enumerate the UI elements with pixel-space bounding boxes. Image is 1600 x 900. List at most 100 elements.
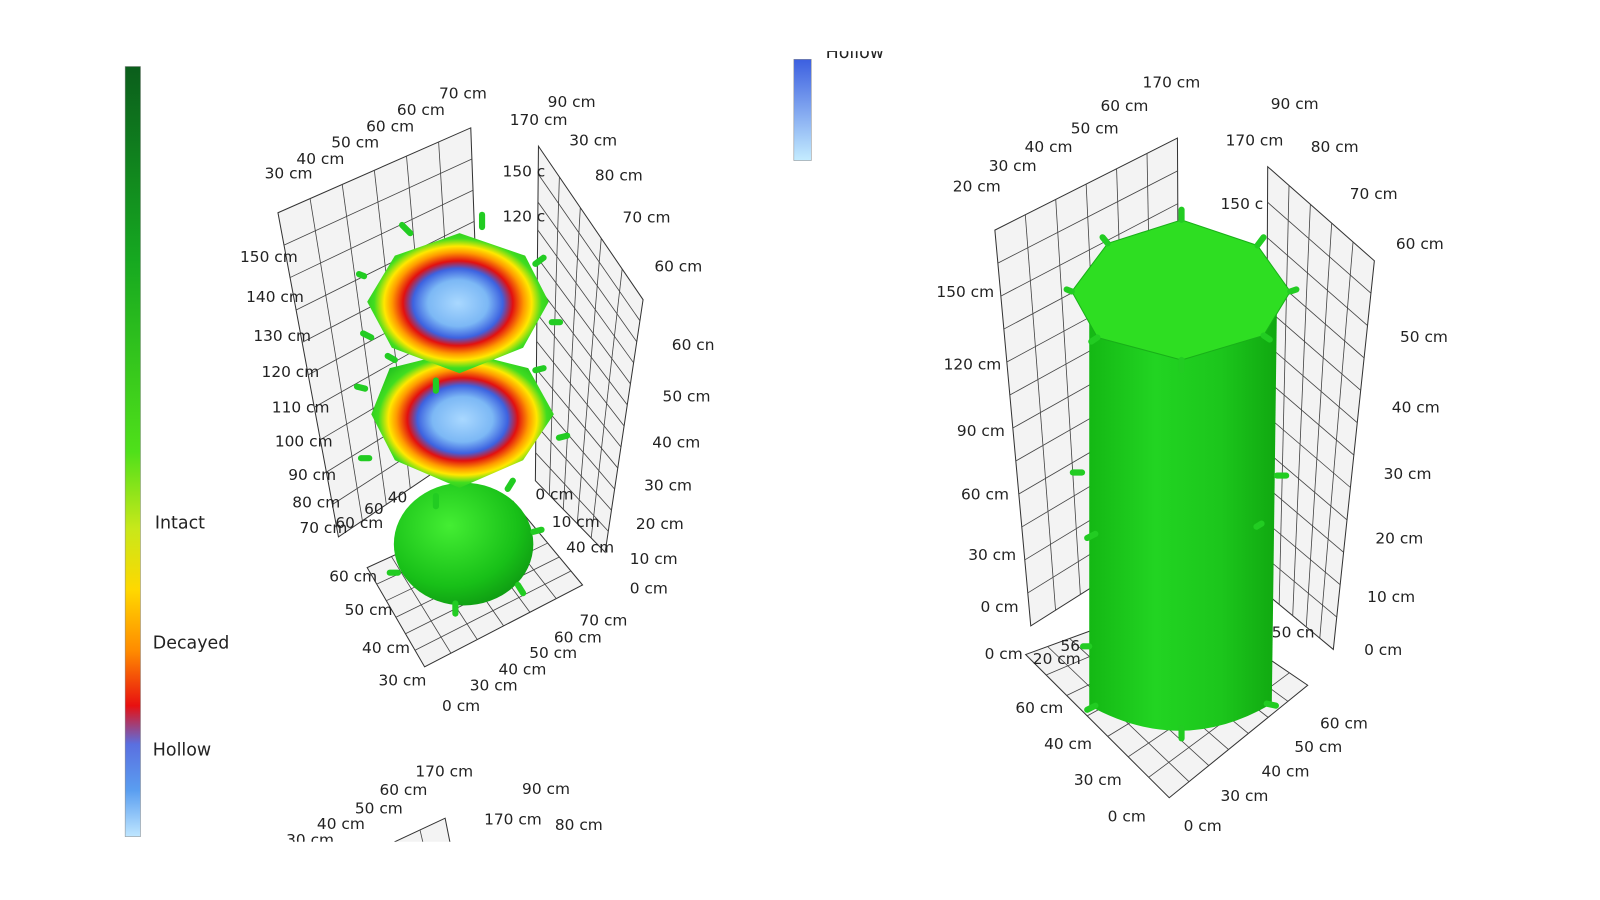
axis-label: 150 cm xyxy=(936,283,994,301)
grid-line xyxy=(1265,557,1338,618)
axis-label: 110 cm xyxy=(272,399,330,417)
axis-label: 150 c xyxy=(503,162,546,180)
axis-label: 50 cm xyxy=(355,799,403,817)
axis-label: 30 cm xyxy=(378,672,426,690)
axis-label: 80 cm xyxy=(555,816,603,834)
grid-line xyxy=(1266,379,1355,456)
grid-line xyxy=(1265,521,1341,585)
axis-label: 56 xyxy=(1061,637,1081,655)
sensor xyxy=(555,432,571,441)
axis-label: 170 cm xyxy=(484,811,542,829)
axis-label: 0 cm xyxy=(1108,808,1146,826)
axis-label: 80 cm xyxy=(595,166,643,184)
axis-label: 120 cm xyxy=(944,356,1002,374)
axis-label: 70 cm xyxy=(1350,185,1398,203)
axis-label: 30 cm xyxy=(569,132,617,150)
axis-label: 90 cm xyxy=(288,466,336,484)
axis-label: 0 cm xyxy=(981,598,1019,616)
trunk-section xyxy=(393,482,534,606)
axis-label: 70 cm xyxy=(579,611,627,629)
axis-label: 80 cm xyxy=(292,494,340,512)
axis-label: 60 cm xyxy=(654,257,702,275)
axis-label: 50 cn xyxy=(1272,624,1315,642)
axis-label: 20 cm xyxy=(953,178,1001,196)
axis-label: 70 cm xyxy=(299,519,347,537)
grid-line xyxy=(295,221,475,311)
axis-label: 130 cm xyxy=(253,327,311,345)
legend-label: Intact xyxy=(155,514,205,534)
grid-line xyxy=(537,229,634,364)
axis-label: 70 cm xyxy=(623,208,671,226)
sensor xyxy=(359,330,375,341)
axis-label: 60 cm xyxy=(329,567,377,585)
axis-label: 170 cm xyxy=(1226,132,1284,150)
axis-label: 20 cm xyxy=(1375,529,1423,547)
axis-label: 60 cm xyxy=(1101,97,1149,115)
grid-line xyxy=(289,189,474,278)
axis-label: 30 cm xyxy=(644,476,692,494)
grid-line xyxy=(1267,237,1368,326)
axis-label: 60 cm xyxy=(1396,235,1444,253)
grid-line xyxy=(536,285,628,406)
left-model xyxy=(367,233,554,606)
sensor xyxy=(1287,286,1300,295)
axis-label: 150 c xyxy=(1221,195,1264,213)
axis-label: 40 cm xyxy=(317,815,365,833)
trunk-section xyxy=(367,233,549,374)
grid-line xyxy=(283,158,473,246)
right-model xyxy=(1071,219,1291,731)
axis-label: 80 cm xyxy=(1311,138,1359,156)
axis-label: 90 cm xyxy=(957,422,1005,440)
color-scale xyxy=(793,59,812,161)
axis-label: 140 cm xyxy=(246,288,304,306)
sensor xyxy=(355,271,368,280)
axis-label: 60 cm xyxy=(1320,715,1368,733)
axis-label: 50 cm xyxy=(529,644,577,662)
axis-label: 30 cm xyxy=(1074,771,1122,789)
axis-label: 170 cm xyxy=(415,763,473,781)
axis-label: 60 cm xyxy=(961,486,1009,504)
axis-label: 60 cn xyxy=(672,336,715,354)
axis-label: 30 cm xyxy=(470,677,518,695)
grid-line xyxy=(536,313,625,427)
axis-label: 0 cm xyxy=(1364,641,1402,659)
sensor xyxy=(532,365,547,374)
grid-line xyxy=(391,556,452,654)
axis-label: 20 cm xyxy=(636,515,684,533)
axis-label: 50 cm xyxy=(663,387,711,405)
grid-line xyxy=(1266,344,1358,424)
axis-label: 60 cm xyxy=(554,629,602,647)
sensor xyxy=(530,526,545,535)
grid-line xyxy=(535,424,612,511)
sensor xyxy=(353,383,369,392)
grid-line xyxy=(997,170,1178,264)
axis-label: 170 cm xyxy=(1143,73,1201,91)
grid-line xyxy=(536,341,622,448)
axis-label: 60 cm xyxy=(379,781,427,799)
axis-label: 60 cm xyxy=(335,514,383,532)
top-legend: Hollow xyxy=(826,51,884,63)
sensor xyxy=(398,221,414,237)
axis-label: 90 cm xyxy=(1271,95,1319,113)
grid-line xyxy=(1265,486,1344,553)
sensor xyxy=(514,581,527,597)
grid-line xyxy=(537,173,641,321)
sensor xyxy=(504,477,516,492)
axis-label: 40 cm xyxy=(1044,735,1092,753)
axis-label: 40 cm xyxy=(566,539,614,557)
sensor xyxy=(1254,234,1267,249)
trunk-section xyxy=(371,350,554,488)
grid-line xyxy=(535,452,609,532)
axis-label: 60 xyxy=(364,500,384,518)
legend-label: Decayed xyxy=(153,633,230,653)
grid-plane xyxy=(394,817,451,842)
sensor xyxy=(1084,702,1099,713)
axis-label: 120 c xyxy=(503,207,546,225)
axis-label: 30 cm xyxy=(1384,465,1432,483)
sensor xyxy=(1263,700,1279,709)
axis-label: 10 cm xyxy=(552,513,600,531)
sensor xyxy=(532,254,547,267)
